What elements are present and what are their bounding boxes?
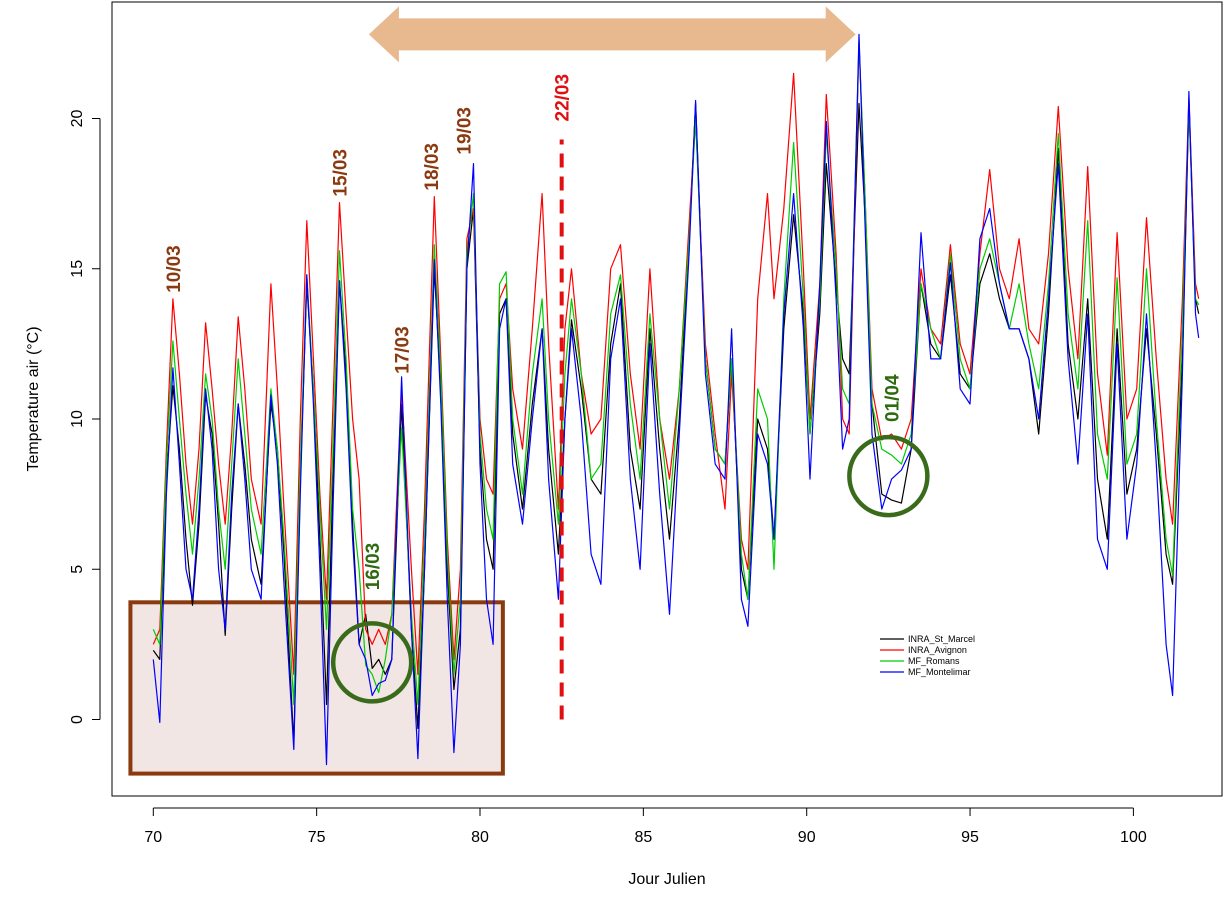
date-label-6: 22/03 (553, 74, 574, 122)
y-tick-label-4: 20 (69, 110, 86, 128)
date-label-2: 16/03 (363, 543, 384, 591)
x-tick-label-2: 80 (471, 829, 489, 846)
highlight-box-layer (128, 600, 505, 776)
y-tick-label-0: 0 (69, 715, 86, 724)
legend-label-0: INRA_St_Marcel (908, 634, 975, 644)
x-tick-label-0: 70 (144, 829, 162, 846)
legend: INRA_St_MarcelINRA_AvignonMF_RomansMF_Mo… (880, 634, 975, 677)
double-arrow (368, 6, 856, 63)
date-label-3: 17/03 (393, 326, 414, 374)
date-label-0: 10/03 (164, 245, 185, 293)
y-axis-title: Temperature air (°C) (25, 326, 42, 471)
x-tick-label-5: 95 (961, 829, 979, 846)
highlight-circle-0 (330, 621, 414, 704)
y-tick-label-1: 5 (69, 565, 86, 574)
highlight-circle-1 (847, 434, 930, 518)
x-tick-label-4: 90 (798, 829, 816, 846)
x-tick-label-6: 100 (1120, 829, 1147, 846)
date-label-7: 01/04 (883, 374, 904, 422)
legend-label-1: INRA_Avignon (908, 645, 967, 655)
plot-frame (111, 1, 1223, 797)
series-line-1 (152, 42, 1200, 675)
date-label-5: 19/03 (455, 107, 476, 155)
y-tick-label-2: 10 (69, 410, 86, 428)
series-layer (152, 33, 1200, 766)
date-label-1: 15/03 (331, 149, 352, 197)
y-tick-label-3: 15 (69, 260, 86, 278)
x-tick-label-1: 75 (308, 829, 326, 846)
highlight-box (128, 600, 505, 776)
date-label-4: 18/03 (422, 143, 443, 191)
legend-label-2: MF_Romans (908, 656, 960, 666)
legend-label-3: MF_Montelimar (908, 667, 971, 677)
x-axis-title: Jour Julien (628, 871, 705, 888)
x-tick-label-3: 85 (634, 829, 652, 846)
axes-layer: 70 75 80 85 90 95 100 0 5 10 15 20 (69, 110, 1147, 847)
annotation-layer: 10/03 15/03 16/03 17/03 18/03 19/03 22/03 01/04 (164, 6, 930, 720)
series-line-3 (152, 33, 1200, 766)
